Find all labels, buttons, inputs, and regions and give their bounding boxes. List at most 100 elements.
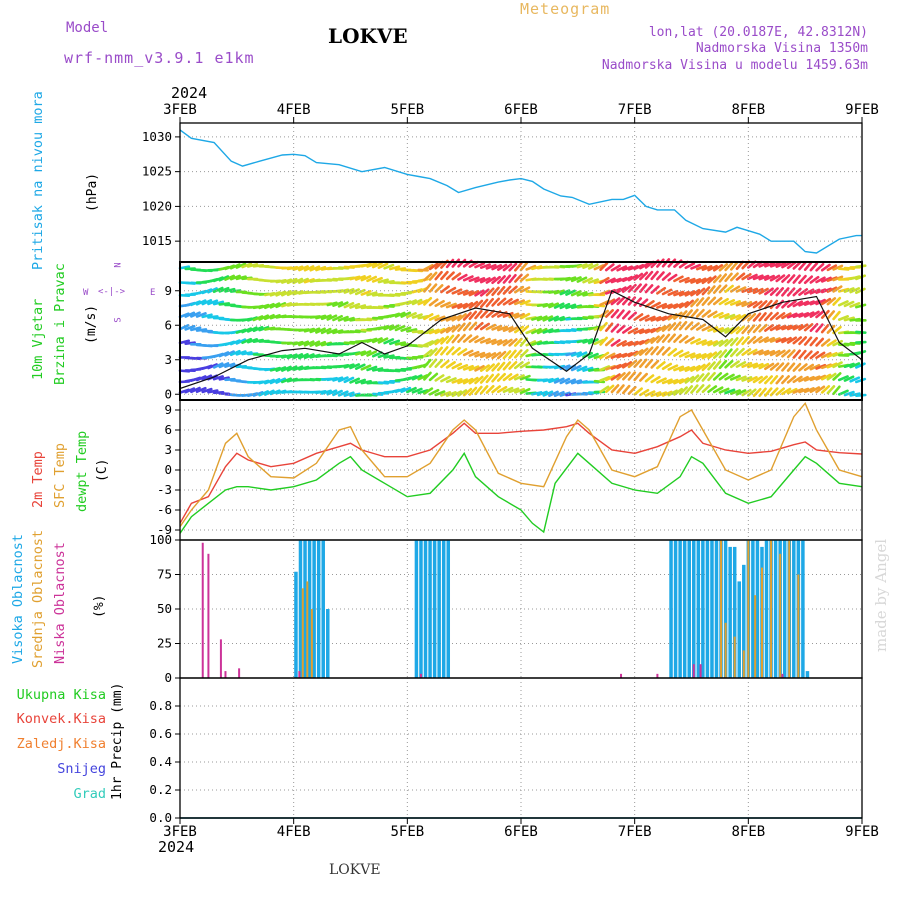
wind-barb <box>502 373 513 382</box>
cloud-bar <box>414 540 419 678</box>
wind-barb <box>366 365 378 372</box>
wind-barb <box>275 377 287 384</box>
wind-barb <box>820 287 832 294</box>
wind-barb <box>292 340 304 346</box>
wind-barb <box>519 312 531 320</box>
wind-barb <box>553 390 565 398</box>
wind-barb <box>349 275 361 281</box>
wind-barb <box>604 374 616 382</box>
cloud-bar <box>224 671 227 678</box>
wind-barb <box>383 263 395 270</box>
wind-barb <box>724 284 734 293</box>
wind-barb <box>690 364 701 372</box>
wind-barb <box>610 277 622 284</box>
wind-barb <box>559 289 571 296</box>
wind-barb <box>752 375 763 384</box>
wind-barb <box>235 262 247 269</box>
wind-barb <box>610 384 620 394</box>
wind-barb <box>610 323 620 333</box>
wind-barb <box>667 273 678 282</box>
wind-barb <box>428 283 438 293</box>
wind-barb <box>803 261 813 272</box>
wind-barb <box>644 358 654 369</box>
wind-barb <box>815 276 826 284</box>
wind-barb <box>303 278 315 284</box>
wind-barb <box>843 300 855 308</box>
wind-barb <box>786 362 796 372</box>
wind-barb <box>741 375 753 382</box>
wind-barb <box>371 337 383 344</box>
wind-barb <box>462 311 472 321</box>
wind-barb <box>747 348 758 356</box>
wind-barb <box>656 377 667 384</box>
wind-barb <box>764 324 774 332</box>
wind-barb <box>536 327 548 335</box>
wind-barb <box>604 384 615 394</box>
wind-barb <box>502 386 514 394</box>
wind-barb <box>536 390 548 397</box>
wind-barb <box>388 312 401 318</box>
wind-barb <box>519 337 529 347</box>
wind-barb <box>815 310 825 319</box>
wind-barb <box>695 287 706 296</box>
wind-barb <box>224 264 236 271</box>
wind-barb <box>184 311 196 318</box>
wind-barb <box>218 351 230 358</box>
wind-barb <box>644 337 655 345</box>
wind-barb <box>633 358 643 368</box>
wind-barb <box>468 365 480 372</box>
wind-barb <box>201 313 213 319</box>
wind-barb <box>536 315 548 322</box>
wind-barb <box>485 287 495 297</box>
cloud-bar <box>728 546 732 678</box>
wind-barb <box>542 328 554 334</box>
wind-barb <box>576 290 588 297</box>
wind-barb <box>707 310 718 318</box>
wind-barb <box>803 350 813 360</box>
wind-barb <box>178 339 191 345</box>
y-tick-label: 0 <box>164 462 172 477</box>
wind-barb <box>298 340 310 347</box>
wind-barb <box>604 337 615 347</box>
compass-e: E <box>150 288 156 298</box>
wind-barb <box>661 303 673 310</box>
wind-barb <box>457 273 468 281</box>
wind-barb <box>747 273 758 281</box>
wind-barb <box>468 321 478 331</box>
wind-barb <box>474 299 484 309</box>
wind-barb <box>440 390 452 397</box>
wind-barb <box>548 302 560 309</box>
wind-barb <box>559 377 571 385</box>
wind-barb <box>735 272 746 281</box>
wind-barb <box>633 387 643 396</box>
wind-barb <box>758 323 768 333</box>
wind-barb <box>621 310 631 320</box>
wind-barb <box>570 351 582 357</box>
wind-barb <box>667 303 679 310</box>
wind-barb <box>275 301 287 309</box>
cloud-bar <box>770 540 773 678</box>
wind-barb <box>758 375 768 384</box>
wind-barb <box>826 362 838 369</box>
wind-barb <box>820 297 832 306</box>
wind-barb <box>758 312 767 322</box>
wind-barb <box>781 287 790 297</box>
wind-barb <box>837 300 849 307</box>
wind-barb <box>406 328 418 333</box>
wind-barb <box>474 262 486 269</box>
wind-barb <box>309 265 321 272</box>
wind-barb <box>542 315 554 322</box>
precip-legend-total: Ukupna Kisa <box>16 687 106 703</box>
wind-barb <box>337 376 349 383</box>
wind-barb <box>639 283 648 293</box>
wind-barb <box>798 336 808 346</box>
wind-barb <box>519 325 530 334</box>
wind-barb <box>656 361 666 370</box>
wind-barb <box>815 298 826 306</box>
wind-barb <box>781 261 792 269</box>
wind-barb <box>553 377 565 384</box>
wind-barb <box>775 312 786 320</box>
wind-barb <box>741 335 750 346</box>
wind-barb <box>786 261 797 270</box>
wind-barb <box>792 323 804 331</box>
